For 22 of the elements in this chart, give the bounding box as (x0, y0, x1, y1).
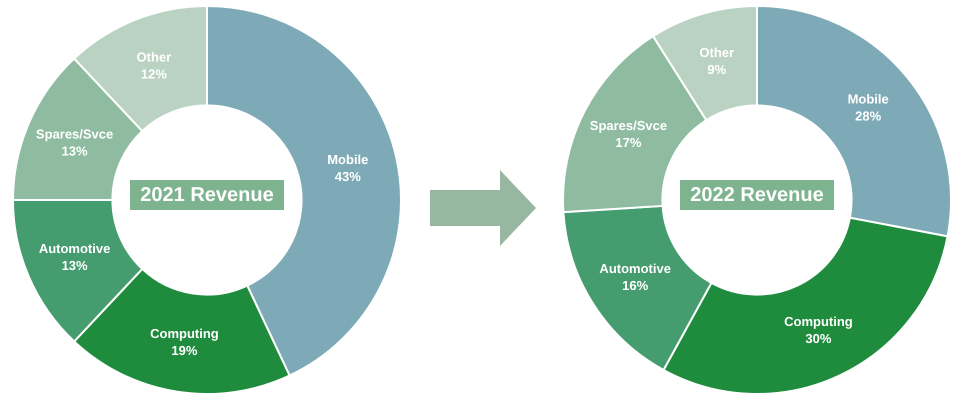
slice-label: Automotive (38, 240, 110, 256)
slice-label: Spares/Svce (590, 118, 668, 134)
data-label: 13% (62, 258, 88, 273)
text: 2022 Revenue (680, 180, 834, 210)
data-label: 17% (615, 135, 642, 150)
slice-label: Other (136, 49, 172, 64)
slice-label: Mobile (848, 92, 889, 107)
slice-label: Mobile (327, 152, 368, 168)
slice-label: Other (699, 45, 734, 60)
slice-label: Automotive (599, 260, 671, 276)
data-label: 28% (855, 108, 882, 124)
data-label: 43% (334, 169, 362, 184)
slice-label: Spares/Svce (36, 126, 114, 142)
data-label: 30% (805, 331, 832, 346)
data-label: 16% (622, 278, 649, 293)
data-label: 19% (171, 343, 198, 358)
data-label: 9% (707, 62, 727, 78)
slice-label: Computing (784, 314, 853, 330)
slice-label: Computing (150, 326, 219, 342)
data-label: 13% (62, 143, 88, 158)
text: 2021 Revenue (130, 180, 284, 210)
data-label: 12% (140, 66, 168, 82)
